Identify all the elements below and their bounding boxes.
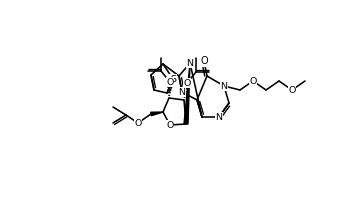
Polygon shape bbox=[151, 112, 163, 116]
Text: N: N bbox=[179, 88, 186, 97]
Text: S: S bbox=[170, 74, 176, 83]
Text: O: O bbox=[166, 120, 174, 129]
Text: O: O bbox=[134, 119, 142, 128]
Text: O: O bbox=[249, 76, 257, 86]
Text: N: N bbox=[215, 113, 223, 122]
Text: O: O bbox=[200, 56, 208, 66]
Text: O: O bbox=[288, 86, 296, 95]
Text: N: N bbox=[220, 82, 228, 91]
Text: O: O bbox=[183, 79, 191, 88]
Polygon shape bbox=[184, 63, 190, 124]
Text: O: O bbox=[166, 77, 174, 86]
Text: N: N bbox=[186, 58, 193, 67]
